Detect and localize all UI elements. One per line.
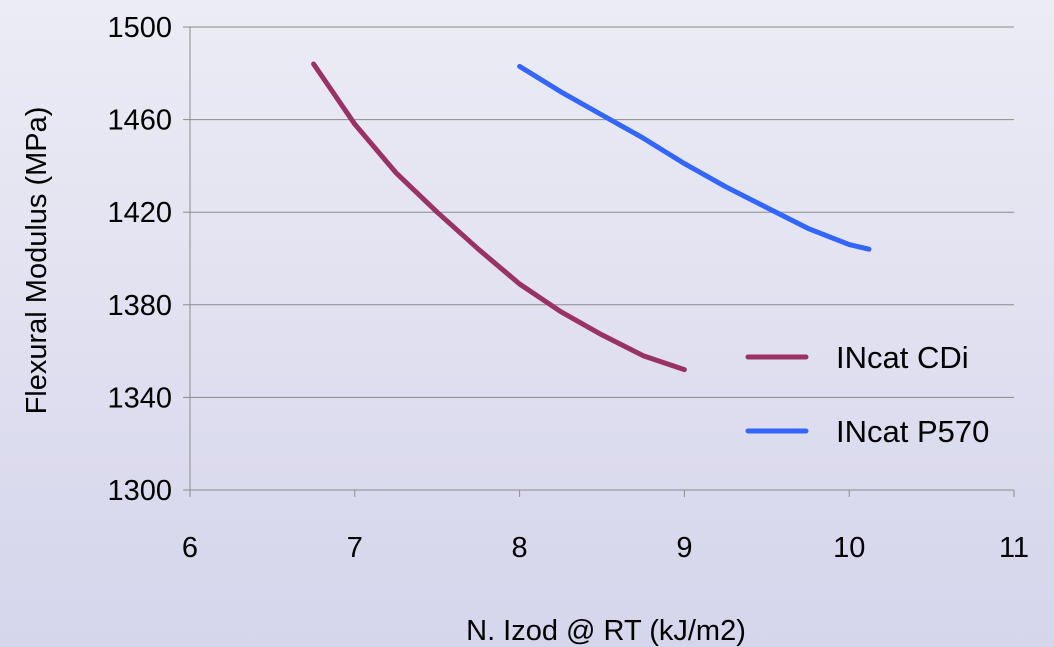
legend-label-2: INcat P570 <box>836 414 989 449</box>
legend: INcat CDi INcat P570 <box>748 340 989 449</box>
x-tick-label: 8 <box>512 532 528 564</box>
y-tick-label: 1420 <box>107 197 172 229</box>
x-tick-label: 6 <box>182 532 198 564</box>
series-line-incat-p570 <box>520 66 869 249</box>
x-tick-label: 9 <box>676 532 692 564</box>
y-tick-label: 1380 <box>107 290 172 322</box>
series-line-incat-cdi <box>314 64 685 370</box>
y-tick-label: 1340 <box>107 382 172 414</box>
legend-label-1: INcat CDi <box>836 340 969 375</box>
x-tick-label: 7 <box>347 532 363 564</box>
x-axis-title: N. Izod @ RT (kJ/m2) <box>466 615 746 647</box>
y-tick-label: 1460 <box>107 105 172 137</box>
series-lines <box>314 64 869 370</box>
x-tick-label: 10 <box>833 532 865 564</box>
x-tick-label: 11 <box>999 532 1029 564</box>
y-axis-title: Flexural Modulus (MPa) <box>21 107 53 415</box>
y-tick-label: 1300 <box>107 475 172 507</box>
y-tick-label: 1500 <box>107 12 172 44</box>
